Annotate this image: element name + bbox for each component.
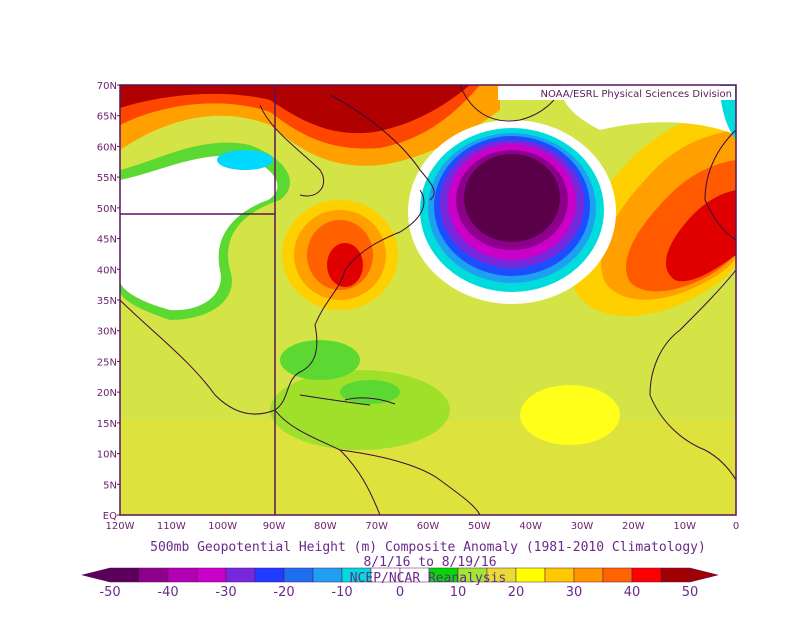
lat-label: 30N <box>97 327 117 338</box>
colorbar-swatch <box>196 567 227 583</box>
lon-label: 20W <box>622 521 645 532</box>
lon-label: 90W <box>263 521 286 532</box>
latitude-labels: 70N 65N 60N 55N 50N 45N 40N 35N 30N 25N 20N 15N 10N 5… <box>97 81 120 522</box>
colorbar-swatch <box>283 567 314 583</box>
lat-label: 60N <box>97 142 117 153</box>
lon-label: 30W <box>571 521 594 532</box>
lat-label: 20N <box>97 388 117 399</box>
colorbar-swatch <box>167 567 198 583</box>
colorbar-swatch <box>660 567 691 583</box>
colorbar-swatch <box>138 567 169 583</box>
lon-label: 10W <box>673 521 696 532</box>
colorbar-label: 20 <box>508 585 525 600</box>
colorbar-labels: -50 -40 -30 -20 -10 0 10 20 30 40 50 <box>99 585 698 600</box>
colorbar <box>81 567 719 583</box>
lat-label: 25N <box>97 357 117 368</box>
colorbar-label: 10 <box>450 585 467 600</box>
lat-label: 50N <box>97 204 117 215</box>
colorbar-label: -20 <box>273 585 294 600</box>
colorbar-label: -50 <box>99 585 120 600</box>
lon-label: 110W <box>157 521 186 532</box>
colorbar-arrow-left <box>81 567 111 583</box>
lat-label: 70N <box>97 81 117 92</box>
lon-label: 100W <box>208 521 237 532</box>
lon-label: 60W <box>417 521 440 532</box>
colorbar-label: 30 <box>566 585 583 600</box>
lon-label: 80W <box>314 521 337 532</box>
colorbar-swatch <box>631 567 662 583</box>
lon-label: 40W <box>519 521 542 532</box>
lat-label: EQ <box>103 511 117 522</box>
colorbar-label: -10 <box>331 585 352 600</box>
caption-title: 500mb Geopotential Height (m) Composite … <box>150 540 706 555</box>
colorbar-arrow-right <box>689 567 719 583</box>
colorbar-swatch <box>109 567 140 583</box>
lat-label: 40N <box>97 265 117 276</box>
colorbar-label: -30 <box>215 585 236 600</box>
colorbar-swatch <box>254 567 285 583</box>
colorbar-swatch <box>515 567 546 583</box>
colorbar-label: 50 <box>682 585 699 600</box>
colorbar-swatch <box>225 567 256 583</box>
lon-label: 70W <box>365 521 388 532</box>
colorbar-swatch <box>544 567 575 583</box>
lat-label: 65N <box>97 112 117 123</box>
lat-label: 35N <box>97 296 117 307</box>
anomaly-field <box>120 85 736 515</box>
lat-label: 10N <box>97 450 117 461</box>
caption-dates: 8/1/16 to 8/19/16 <box>363 555 496 570</box>
lon-label: 50W <box>468 521 491 532</box>
colorbar-label: 40 <box>624 585 641 600</box>
colorbar-swatch <box>573 567 604 583</box>
colorbar-swatch <box>602 567 633 583</box>
longitude-labels: 120W 110W 100W 90W 80W 70W 60W 50W 40W 30W 20W 10W 0 <box>106 521 740 532</box>
lat-label: 5N <box>103 480 117 491</box>
colorbar-swatch <box>312 567 343 583</box>
lon-label: 120W <box>106 521 135 532</box>
caption-dataset: NCEP/NCAR Reanalysis <box>350 571 507 586</box>
colorbar-label: 0 <box>396 585 404 600</box>
lat-label: 45N <box>97 235 117 246</box>
lon-label: 0 <box>733 521 739 532</box>
lat-label: 55N <box>97 173 117 184</box>
credit-label: NOAA/ESRL Physical Sciences Division <box>541 89 733 100</box>
colorbar-label: -40 <box>157 585 178 600</box>
lat-label: 15N <box>97 419 117 430</box>
